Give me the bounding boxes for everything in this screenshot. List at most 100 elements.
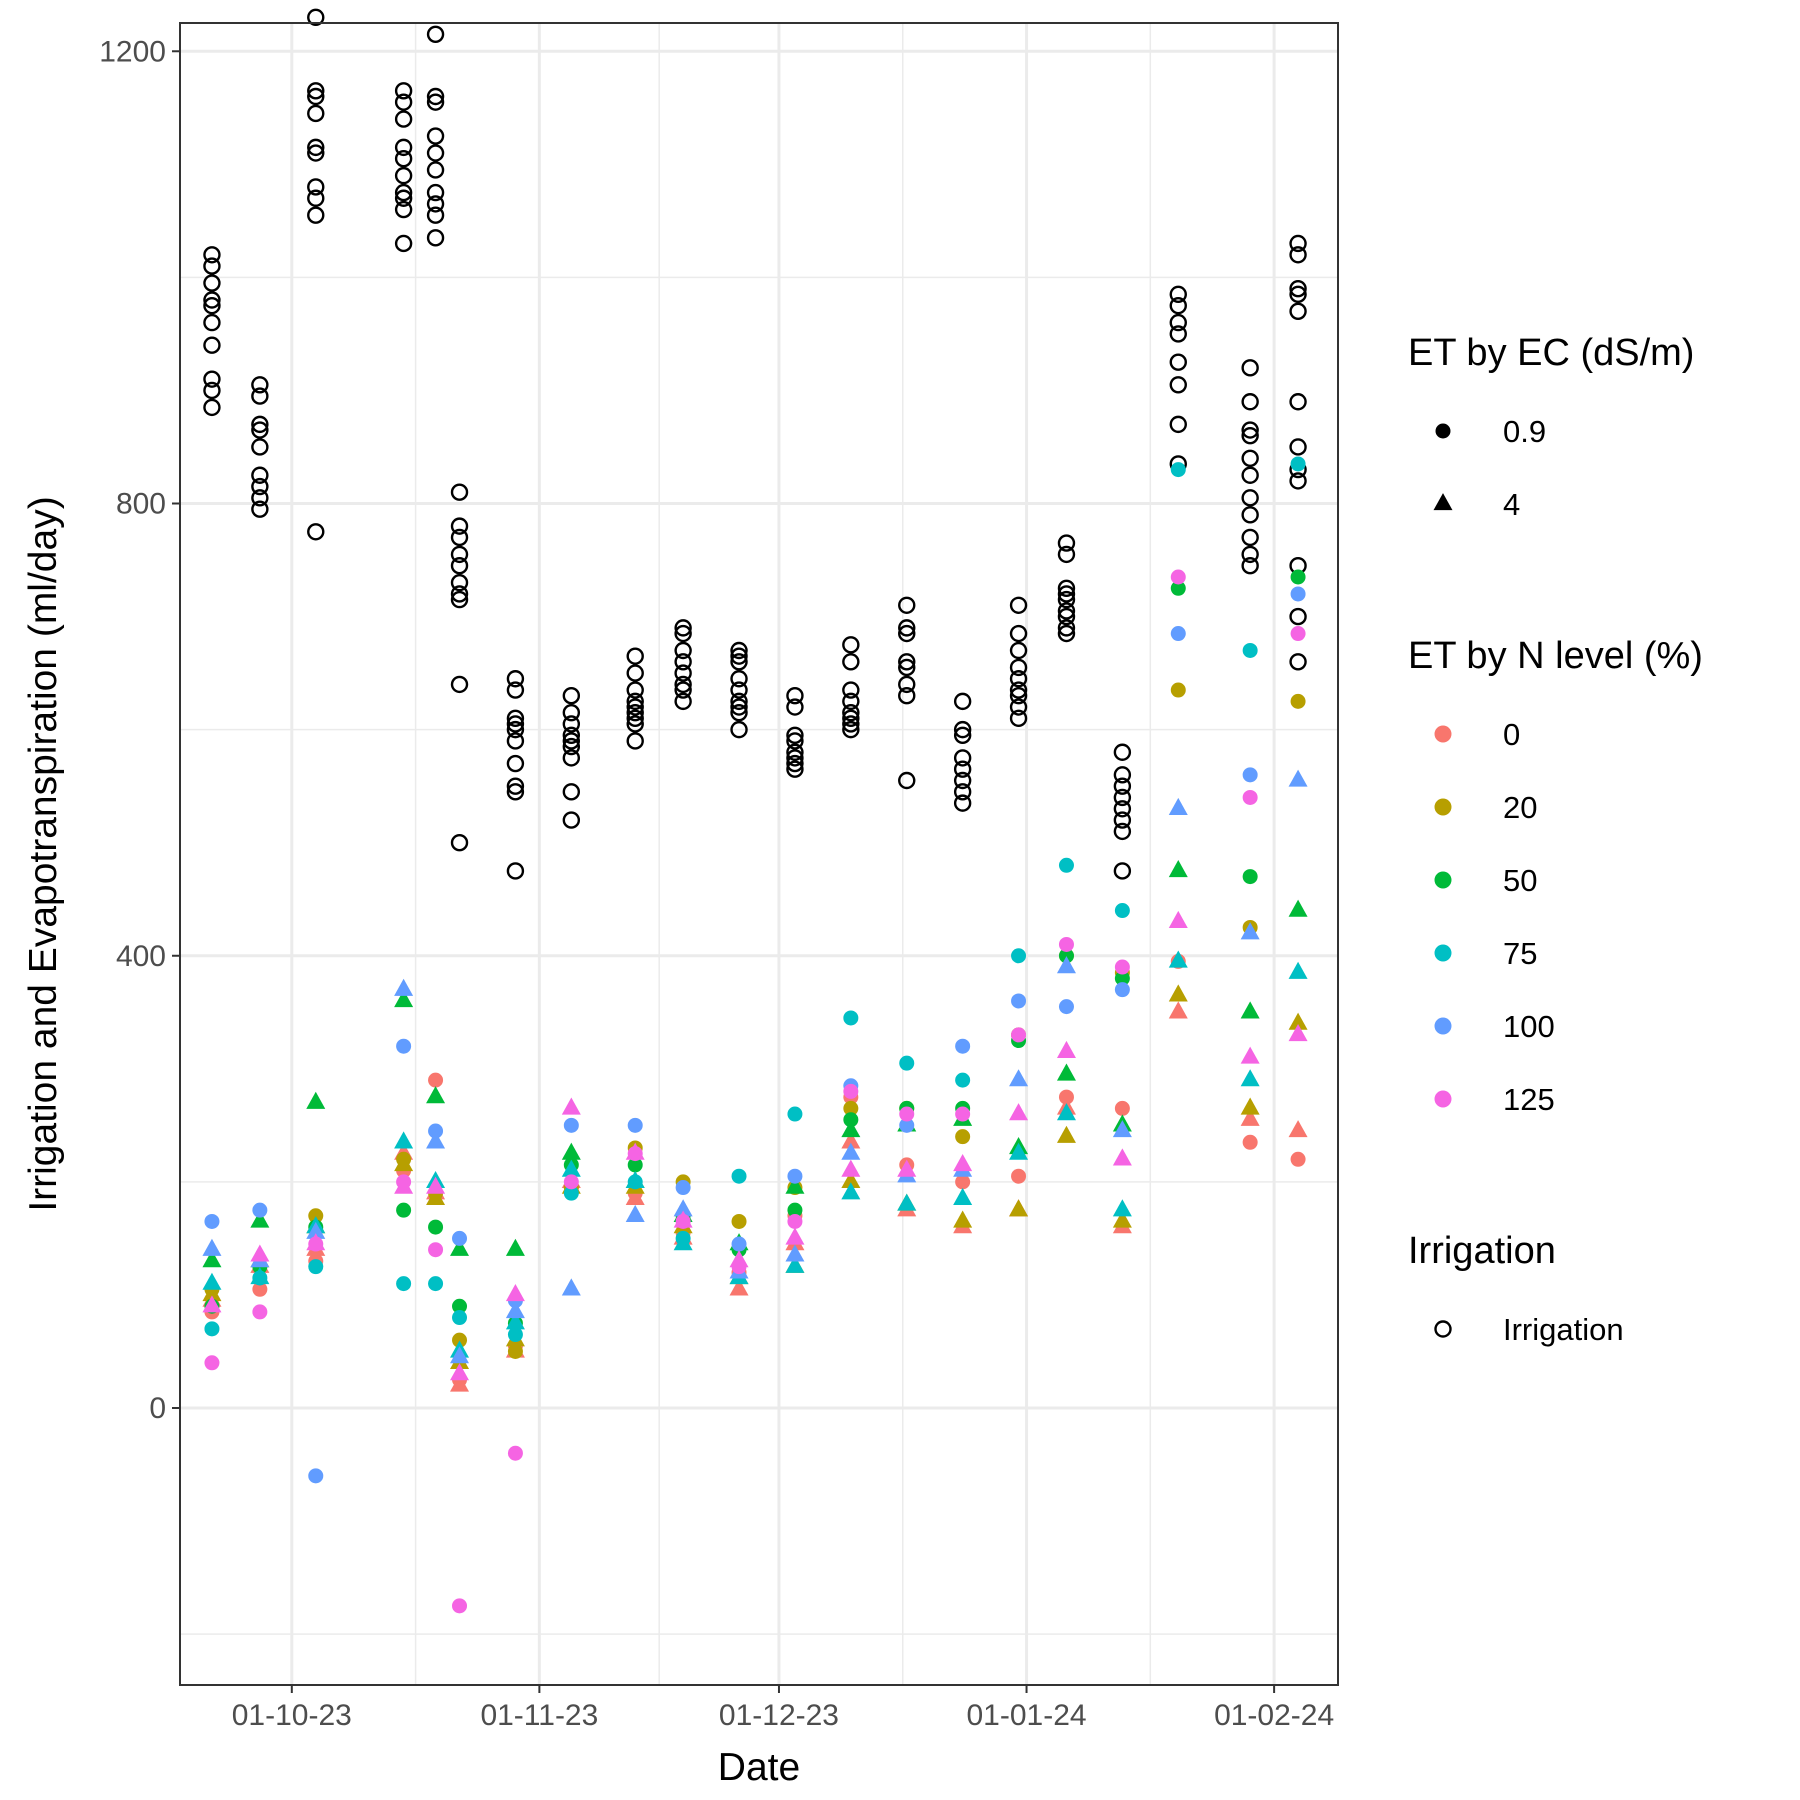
irrigation-point	[1241, 449, 1259, 467]
irrigation-point	[394, 110, 413, 128]
et-point-circle	[843, 1083, 859, 1099]
irrigation-point	[1169, 353, 1187, 371]
et-point-circle	[507, 1445, 523, 1461]
axes: 0 400 800 1200 01-10-23 01-11-23 01-12-23 01-01…	[99, 35, 1334, 1732]
et-point-circle	[955, 1106, 971, 1122]
et-point-circle	[396, 1276, 412, 1292]
irrigation-point	[426, 206, 445, 224]
et-point-circle	[843, 1100, 859, 1116]
et-point-triangle	[1056, 956, 1076, 974]
legend-key-triangle	[1433, 493, 1453, 511]
irrigation-point	[1289, 393, 1307, 411]
irrigation-point	[674, 641, 692, 660]
et-point-triangle	[306, 1221, 326, 1239]
irrigation-point	[562, 726, 581, 744]
irrigation-point	[953, 726, 972, 744]
irrigation-points	[203, 8, 1307, 880]
irrigation-point	[786, 743, 804, 761]
et-point-triangle	[426, 1131, 446, 1149]
et-point-triangle	[673, 1210, 693, 1228]
irrigation-point	[203, 296, 221, 315]
irrigation-point	[450, 573, 469, 592]
et-point-circle	[563, 1185, 579, 1201]
et-point-circle	[1011, 1168, 1027, 1184]
irrigation-point	[1289, 472, 1307, 490]
irrigation-point	[626, 715, 644, 733]
et-point-triangle	[505, 1300, 525, 1319]
et-point-triangle	[785, 1255, 805, 1273]
irrigation-point	[307, 8, 325, 27]
et-point-circle	[1242, 642, 1258, 658]
irrigation-point	[450, 833, 469, 852]
et-point-circle	[428, 1219, 444, 1235]
irrigation-point	[450, 556, 469, 575]
et-point-triangle	[897, 1159, 917, 1177]
irrigation-point	[898, 675, 916, 694]
irrigation-point	[730, 653, 748, 671]
et-point-circle	[955, 1038, 971, 1054]
irrigation-point	[1009, 624, 1028, 643]
et-point-triangle	[953, 1210, 973, 1228]
irrigation-point	[842, 720, 860, 739]
et-point-triangle	[561, 1278, 581, 1296]
et-point-triangle	[1056, 1125, 1076, 1143]
et-point-circle	[428, 1123, 444, 1139]
irrigation-point	[1009, 670, 1028, 688]
irrigation-point	[1169, 313, 1187, 332]
et-point-circle	[1290, 626, 1306, 642]
irrigation-point	[730, 720, 748, 739]
et-point-triangle	[394, 1131, 414, 1149]
irrigation-point	[394, 93, 413, 111]
legend-key-color	[1434, 944, 1452, 962]
et-point-triangle	[625, 1187, 645, 1206]
et-point-triangle	[394, 978, 414, 996]
irrigation-point	[1289, 438, 1307, 456]
et-point-circle	[1058, 948, 1074, 964]
irrigation-point	[426, 87, 445, 106]
et-point-circle	[627, 1117, 643, 1133]
irrigation-point	[506, 681, 525, 699]
et-point-triangle	[841, 1170, 861, 1189]
et-point-circle	[1114, 1100, 1130, 1116]
legend-title: ET by N level (%)	[1408, 635, 1703, 677]
irrigation-point	[251, 477, 269, 496]
et-point-triangle	[202, 1284, 222, 1302]
et-point-triangle	[1288, 961, 1308, 979]
legend-key-open	[1434, 1320, 1452, 1338]
irrigation-point	[898, 619, 916, 637]
irrigation-point	[307, 206, 325, 224]
irrigation-point	[1057, 607, 1076, 626]
et-point-triangle	[785, 1244, 805, 1262]
irrigation-point	[426, 144, 445, 162]
irrigation-point	[1169, 415, 1187, 434]
legend-key-color	[1434, 1017, 1452, 1035]
et-point-triangle	[1009, 1142, 1029, 1160]
irrigation-point	[1009, 687, 1028, 705]
et-point-circle	[452, 1230, 468, 1246]
plot-panel	[180, 23, 1338, 1685]
irrigation-point	[786, 754, 804, 773]
irrigation-point	[786, 726, 804, 744]
et-point-triangle	[561, 1097, 581, 1115]
irrigation-point	[394, 234, 413, 253]
et-point-circle	[1058, 1089, 1074, 1105]
et-point-circle	[843, 1010, 859, 1026]
et-point-circle	[731, 1236, 747, 1252]
et-point-circle	[899, 1117, 915, 1133]
et-points	[202, 456, 1308, 1614]
irrigation-point	[562, 737, 581, 756]
irrigation-point	[307, 82, 325, 100]
legend-label: 100	[1503, 1009, 1555, 1044]
irrigation-point	[1057, 585, 1076, 603]
x-axis-title: Date	[718, 1746, 800, 1789]
irrigation-point	[426, 183, 445, 202]
irrigation-point	[626, 732, 644, 750]
irrigation-point	[626, 681, 644, 699]
et-point-circle	[1170, 682, 1186, 698]
irrigation-point	[730, 681, 748, 699]
et-point-circle	[1011, 1027, 1027, 1043]
grid-lines	[180, 23, 1338, 1685]
et-point-circle	[1170, 569, 1186, 585]
irrigation-point	[1057, 579, 1076, 598]
et-point-circle	[731, 1213, 747, 1229]
